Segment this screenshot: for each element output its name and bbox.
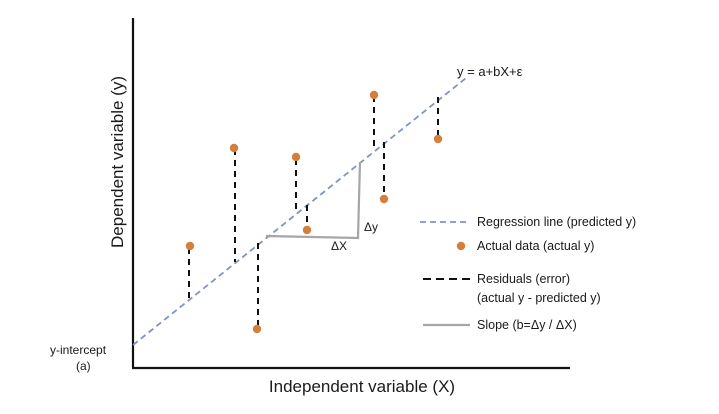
data-point-2 — [229, 143, 239, 153]
legend-actual-swatch — [456, 241, 466, 251]
legend-slope-label: Slope (b=Δy / ΔX) — [477, 318, 577, 332]
residuals — [188, 96, 439, 327]
data-point-5 — [302, 225, 312, 235]
x-axis-label: Independent variable (X) — [269, 377, 455, 396]
y-intercept-label: y-intercept — [50, 343, 107, 357]
y-axis-label: Dependent variable (y) — [108, 76, 127, 248]
data-point-6 — [369, 90, 379, 100]
data-point-4 — [291, 152, 301, 162]
legend: Regression line (predicted y) Actual dat… — [420, 215, 636, 332]
data-point-3 — [252, 324, 262, 334]
delta-y-label: Δy — [364, 220, 378, 234]
legend-residual-sublabel: (actual y - predicted y) — [477, 291, 601, 305]
slope-triangle — [265, 161, 362, 240]
data-point-8 — [433, 134, 443, 144]
regression-line — [132, 77, 467, 346]
legend-regression-label: Regression line (predicted y) — [477, 215, 636, 229]
data-points — [185, 90, 443, 334]
data-point-1 — [185, 241, 195, 251]
legend-residual-label: Residuals (error) — [477, 272, 570, 286]
equation-label: y = a+bX+ε — [457, 64, 523, 79]
data-point-7 — [379, 194, 389, 204]
y-intercept-sublabel: (a) — [76, 359, 91, 373]
legend-actual-label: Actual data (actual y) — [477, 239, 594, 253]
delta-x-label: ΔX — [331, 239, 347, 253]
